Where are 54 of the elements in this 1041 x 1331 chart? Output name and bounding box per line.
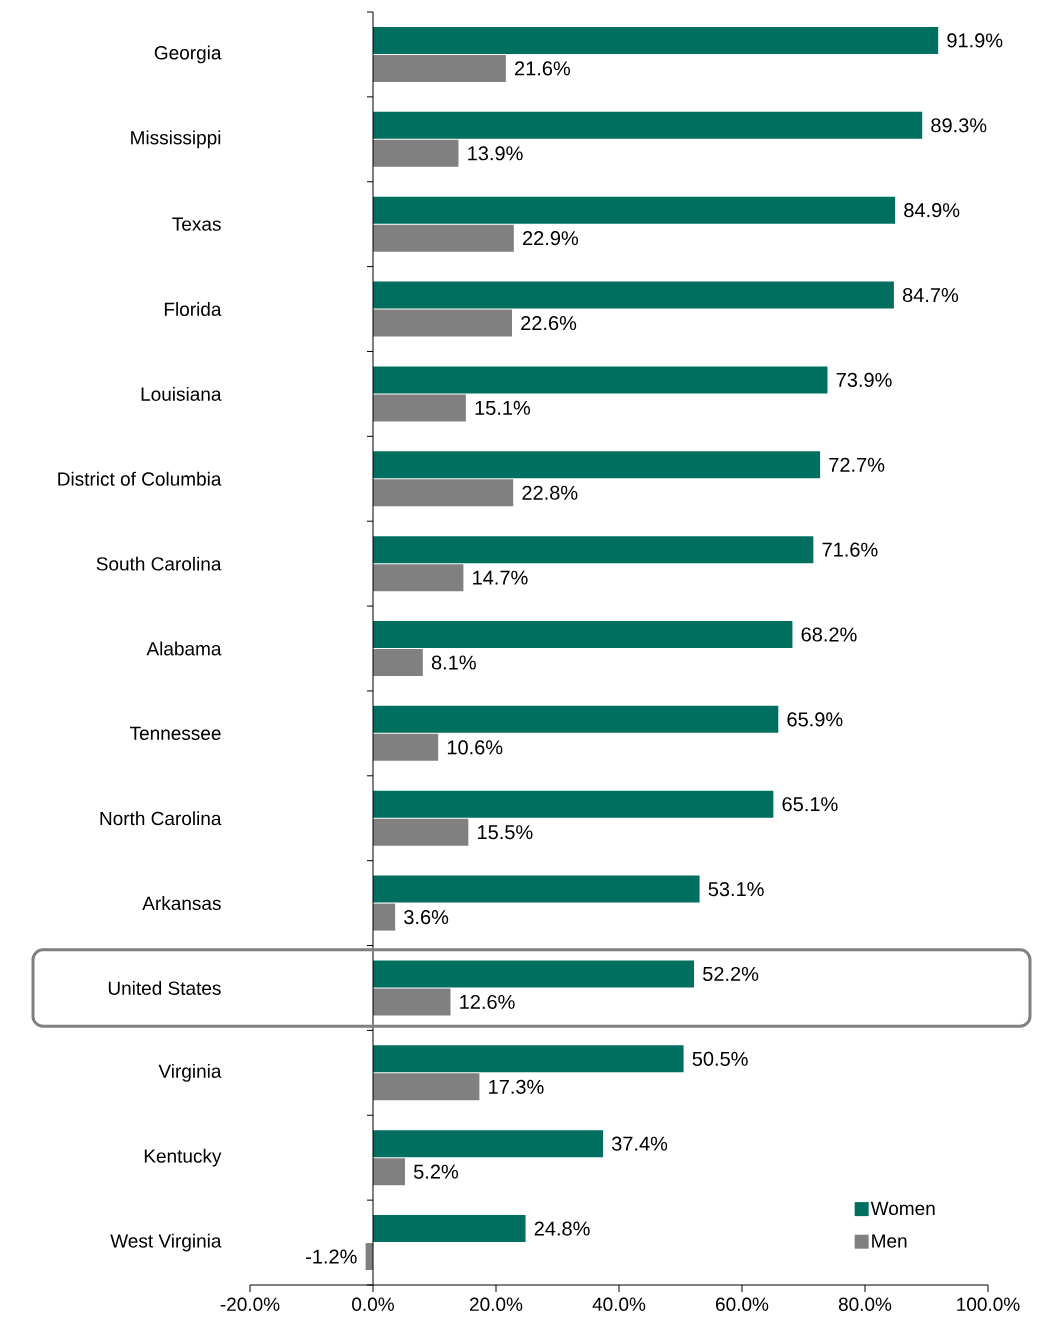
x-tick-label: 80.0% [838,1297,892,1311]
data-label: 22.9% [523,231,579,246]
data-label: 3.6% [404,910,449,925]
data-label: 37.4% [611,1136,668,1151]
y-tick-label: United States [108,980,221,995]
data-label: 50.5% [692,1051,748,1066]
data-label: 14.7% [473,570,528,585]
y-tick-label: Mississippi [131,130,221,149]
y-tick-label: Arkansas [142,896,221,911]
data-label: 71.6% [822,542,878,557]
data-label: 5.2% [413,1164,459,1179]
y-tick-label: Tennessee [129,726,221,740]
data-label: 17.3% [489,1079,544,1094]
x-tick-label: 40.0% [592,1297,646,1311]
data-label: 72.7% [829,457,885,472]
data-label: 65.9% [787,712,843,727]
data-label: -1.2% [306,1249,357,1264]
x-tick-label: -20.0% [220,1297,280,1311]
x-tick-label: 20.0% [470,1297,523,1311]
y-tick-label: Virginia [158,1063,222,1082]
y-tick-label: Florida [164,302,222,317]
data-label: 68.2% [801,627,857,642]
y-tick-label: Texas [172,217,221,231]
data-label: 15.5% [478,825,533,840]
x-tick-label: 60.0% [716,1297,769,1311]
legend-label: Men [872,1234,907,1248]
y-tick-label: Georgia [154,45,222,64]
data-label: 91.9% [947,33,1003,48]
y-tick-label: Alabama [146,641,222,656]
data-label: 84.9% [904,203,960,218]
data-label: 53.1% [708,882,764,897]
x-tick-label: 0.0% [352,1297,394,1311]
data-label: 84.7% [902,287,959,303]
legend-label: Women [870,1201,935,1216]
data-label: 21.6% [515,61,571,76]
data-label: 89.3% [931,118,987,133]
data-label: 24.8% [534,1221,590,1236]
data-label: 73.9% [836,372,892,387]
y-tick-label: North Carolina [100,811,222,826]
data-label: 65.1% [782,797,838,812]
data-label: 10.6% [447,740,503,755]
data-label: 22.6% [521,315,577,331]
data-label: 15.1% [475,400,531,415]
x-tick-label: 100.0% [957,1297,1020,1311]
data-label: 52.2% [703,966,759,982]
data-label: 8.1% [431,655,476,670]
data-label: 22.8% [522,485,578,500]
data-label: 12.6% [460,994,515,1010]
data-label: 13.9% [468,146,523,161]
y-tick-label: Louisiana [141,386,222,401]
y-tick-label: Kentucky [144,1148,222,1167]
y-tick-label: West Virginia [110,1233,222,1252]
y-tick-label: South Carolina [96,556,222,571]
y-tick-label: District of Columbia [58,471,222,486]
